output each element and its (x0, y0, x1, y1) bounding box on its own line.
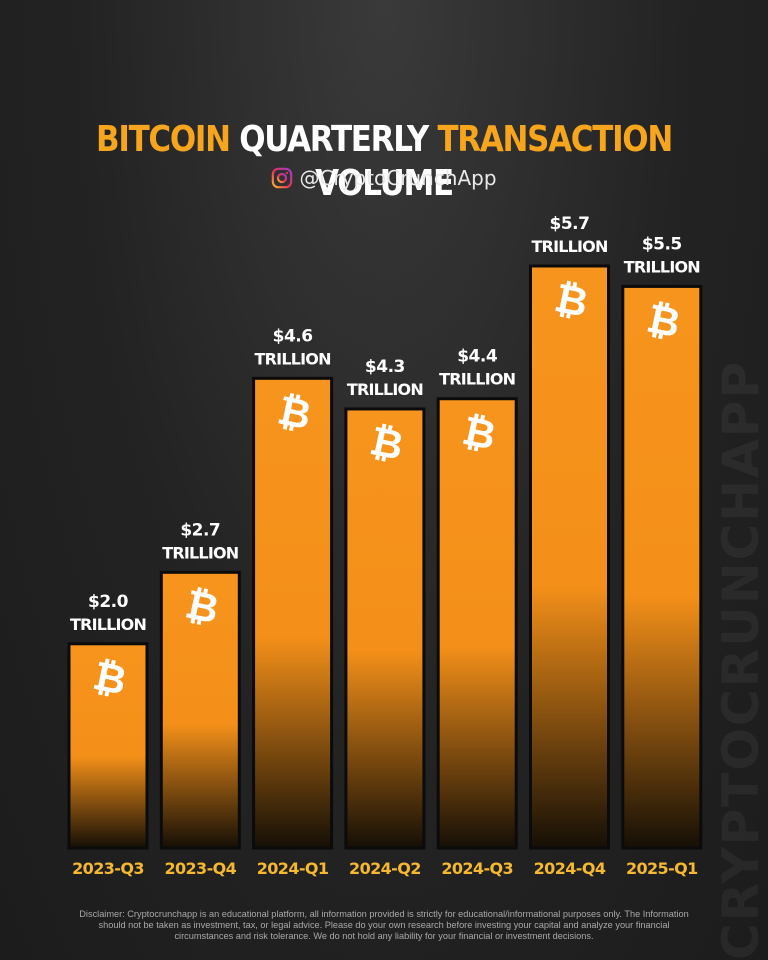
disclaimer-text: Disclaimer: Cryptocrunchapp is an educat… (79, 909, 689, 941)
category-label: 2024-Q2 (349, 859, 421, 878)
title-word-volume: VOLUME (315, 163, 454, 204)
bar-2024-Q3 (436, 397, 518, 850)
bar-2024-Q1 (252, 376, 334, 850)
chart-title: BITCOIN QUARTERLY TRANSACTION VOLUME (54, 118, 714, 206)
unit-label: TRILLION (531, 237, 607, 256)
value-label: $4.4 (457, 347, 498, 367)
value-label: $5.7 (550, 214, 590, 234)
category-label: 2023-Q3 (72, 859, 144, 878)
bar-2024-Q2 (344, 407, 426, 850)
category-label: 2024-Q4 (534, 859, 606, 878)
bar-2025-Q1 (621, 284, 703, 850)
category-label: 2024-Q1 (257, 859, 329, 878)
unit-label: TRILLION (439, 370, 515, 389)
category-label: 2023-Q4 (164, 859, 236, 878)
value-label: $5.5 (642, 234, 682, 254)
value-label: $4.3 (365, 357, 405, 377)
value-label: $2.0 (88, 592, 129, 612)
value-label: $2.7 (180, 520, 220, 540)
bar-2024-Q4 (529, 264, 610, 850)
unit-label: TRILLION (624, 257, 700, 276)
unit-label: TRILLION (347, 380, 423, 399)
bar-2023-Q3 (67, 642, 149, 850)
handle-text: @CryptoCrunchApp (299, 166, 497, 190)
unit-label: TRILLION (162, 543, 238, 562)
unit-label: TRILLION (70, 615, 146, 634)
instagram-handle[interactable]: @CryptoCrunchApp (0, 164, 768, 192)
value-label: $4.6 (273, 326, 313, 346)
bar-2023-Q4 (159, 570, 241, 850)
category-label: 2024-Q3 (441, 859, 513, 878)
instagram-icon (272, 167, 293, 189)
category-label: 2025-Q1 (626, 859, 698, 878)
title-word-quarterly: QUARTERLY (239, 119, 429, 160)
unit-label: TRILLION (255, 349, 331, 368)
title-word-bitcoin: BITCOIN (96, 119, 231, 160)
title-word-transaction: TRANSACTION (437, 119, 673, 160)
